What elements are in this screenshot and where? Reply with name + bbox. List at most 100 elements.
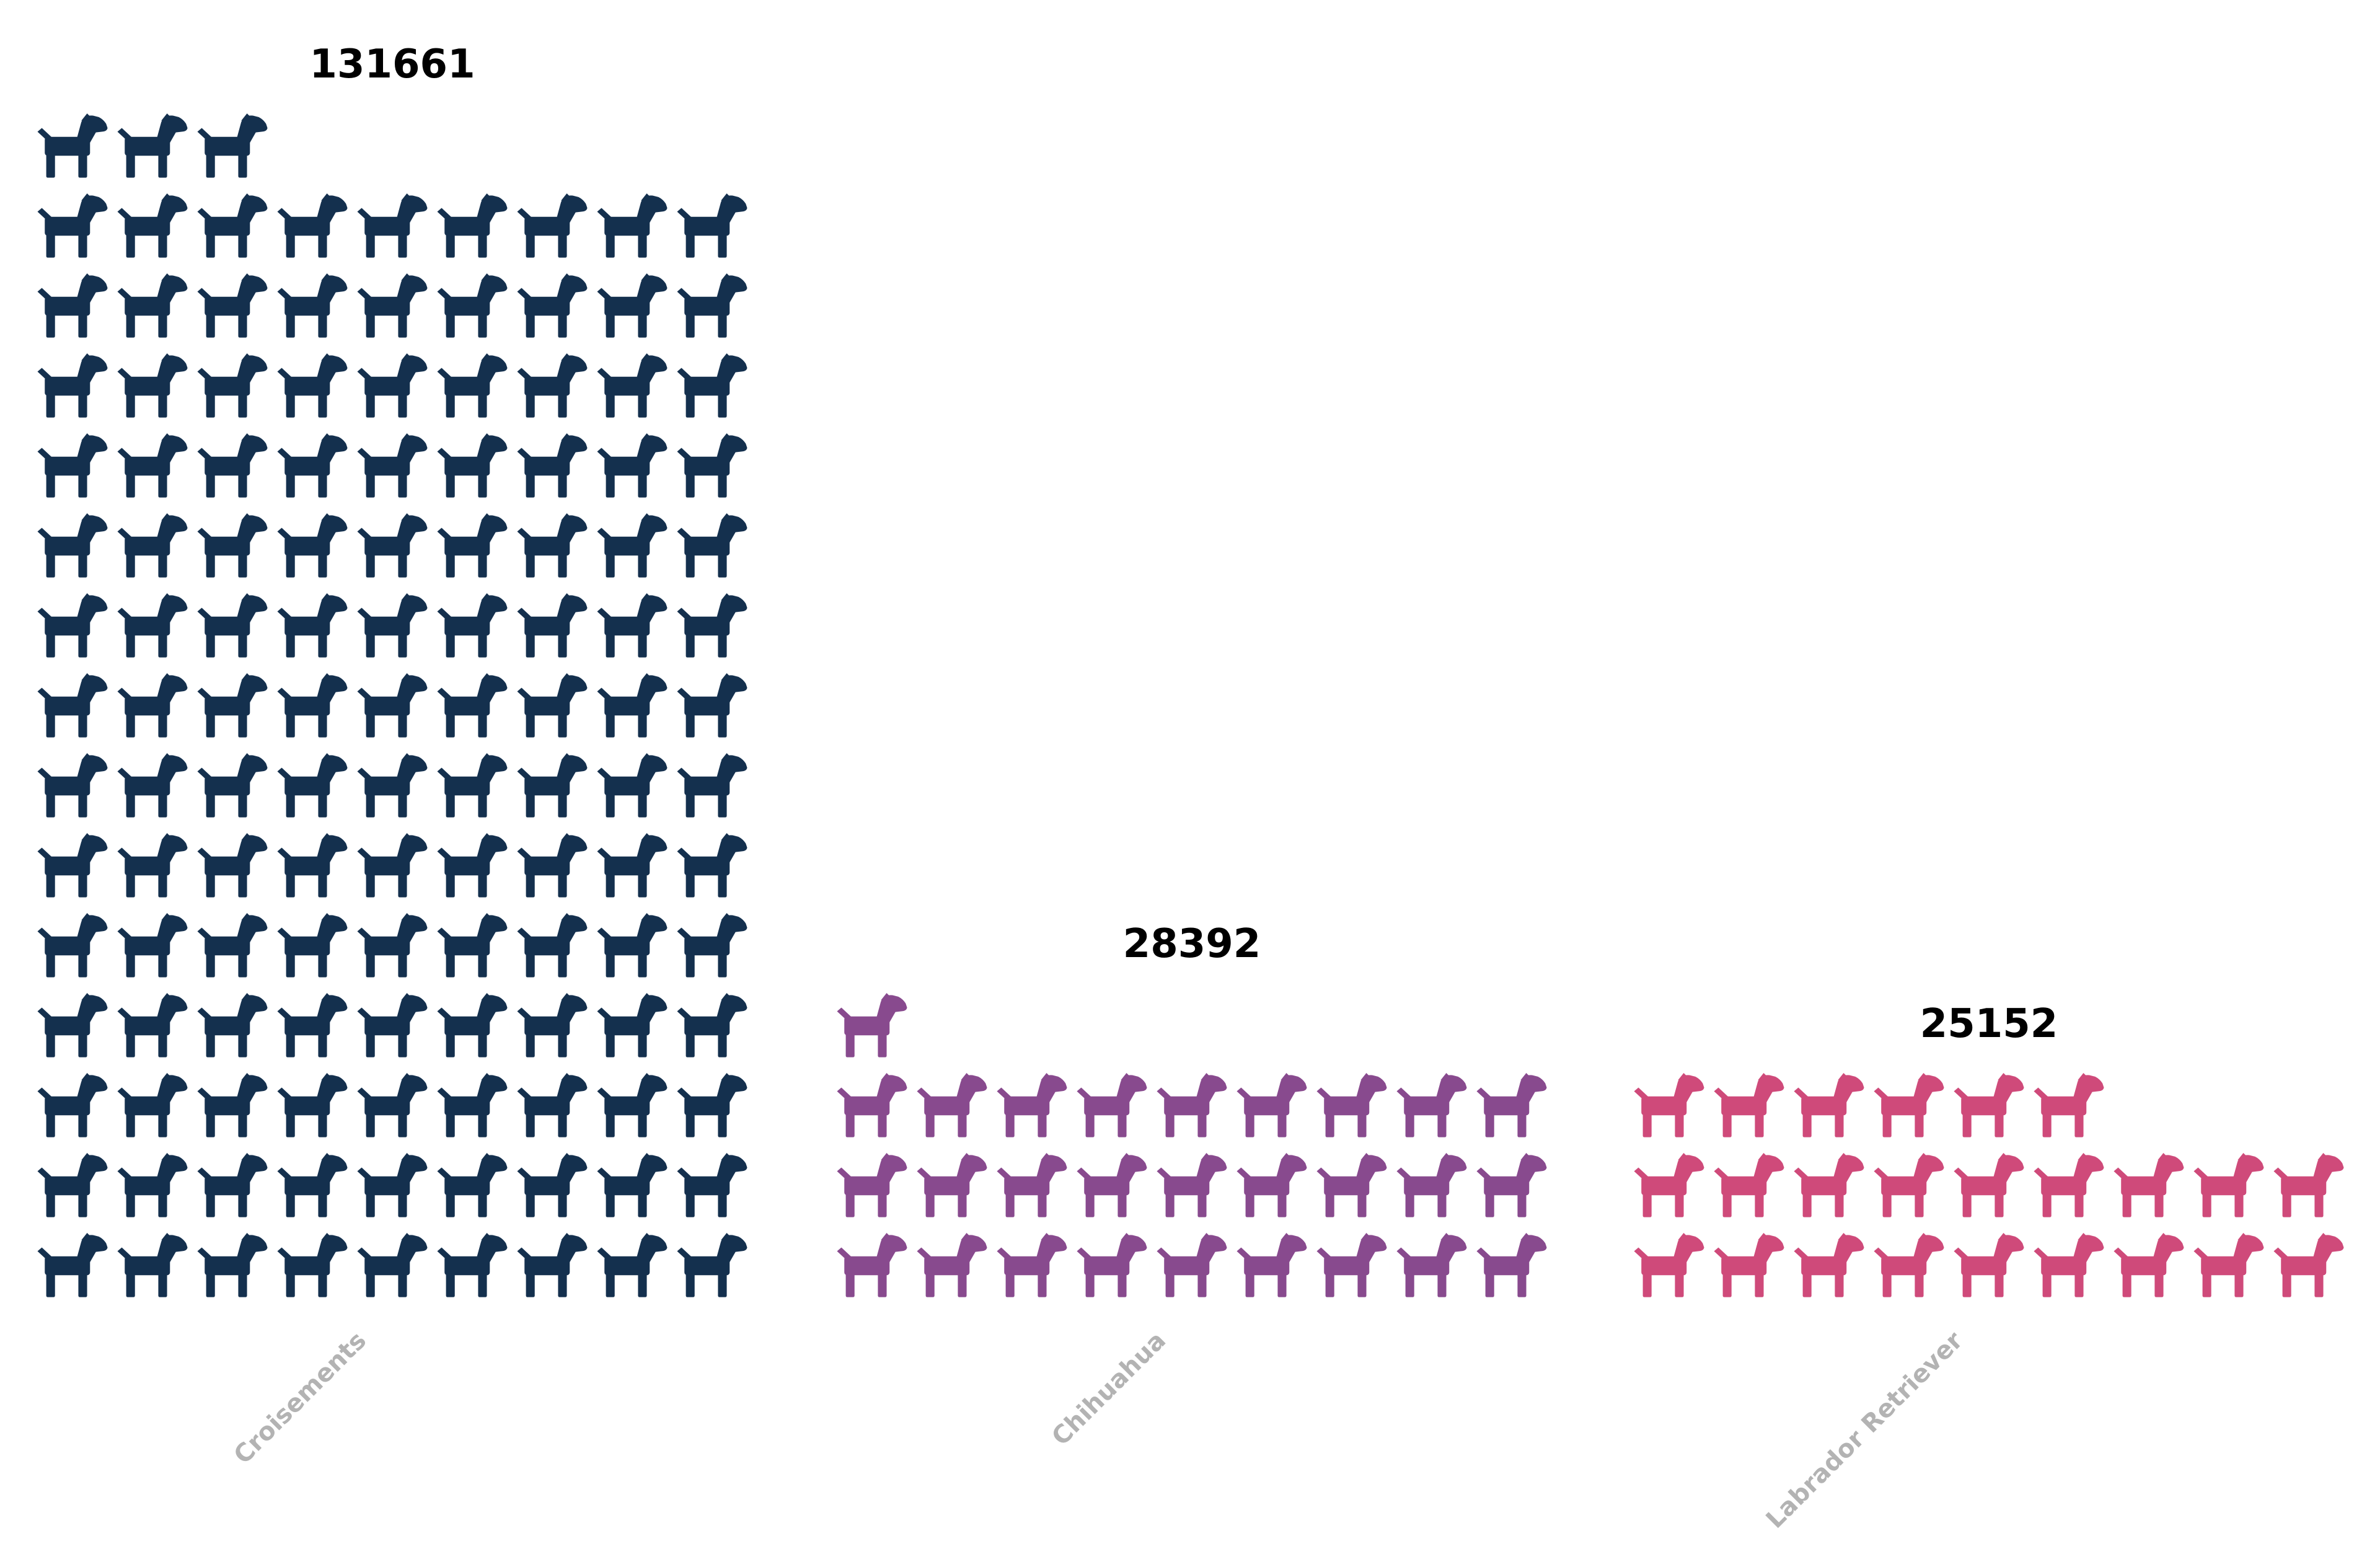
dog-icon [2193, 1153, 2264, 1217]
dog-icon [2273, 1153, 2344, 1217]
dog-icon [357, 1233, 428, 1297]
dog-icon [1874, 1153, 1944, 1217]
dog-icon [1236, 1153, 1307, 1217]
dog-icon [677, 273, 747, 338]
dog-icon [357, 433, 428, 498]
dog-icon [597, 913, 668, 978]
dog-icon [1714, 1073, 1784, 1137]
dog-icon [1476, 1153, 1547, 1217]
dog-icon [517, 193, 588, 258]
dog-icon [437, 1233, 508, 1297]
dog-icon [2193, 1233, 2264, 1297]
dog-icon [837, 1153, 907, 1217]
dog-icon [197, 353, 268, 418]
dog-icon [357, 673, 428, 738]
dog-icon [677, 673, 747, 738]
dog-icon [197, 193, 268, 258]
dog-icon [117, 1233, 188, 1297]
dog-icon [37, 193, 108, 258]
dog-icon [437, 993, 508, 1057]
dog-icon [1954, 1153, 2024, 1217]
dog-icon [437, 353, 508, 418]
dog-icon [677, 193, 747, 258]
dog-icon [597, 993, 668, 1057]
dog-icon [1634, 1153, 1704, 1217]
dog-icon [597, 673, 668, 738]
group-chihuahua [837, 993, 1547, 1297]
dog-icon [677, 1073, 747, 1137]
dog-icon [197, 1073, 268, 1137]
category-label-croisements: Croisements [229, 1327, 372, 1470]
dog-icon [277, 593, 348, 658]
dog-icon [1634, 1233, 1704, 1297]
dog-icon [597, 1233, 668, 1297]
dog-icon [997, 1073, 1067, 1137]
dog-icon [357, 913, 428, 978]
dog-icon [917, 1073, 987, 1137]
dog-icon [117, 833, 188, 898]
dog-icon [197, 593, 268, 658]
dog-icon [357, 593, 428, 658]
dog-icon [197, 513, 268, 578]
dog-icon [277, 673, 348, 738]
dog-icon [837, 1233, 907, 1297]
dog-icon [437, 1153, 508, 1217]
dog-icon [517, 833, 588, 898]
dog-icon [597, 593, 668, 658]
dog-icon [1476, 1233, 1547, 1297]
dog-icon [677, 833, 747, 898]
dog-icon [2034, 1233, 2104, 1297]
dog-icon [437, 193, 508, 258]
dog-icon [597, 353, 668, 418]
dog-icon [117, 913, 188, 978]
dog-icon [117, 993, 188, 1057]
dog-icon [37, 1073, 108, 1137]
dog-icon [1236, 1233, 1307, 1297]
dog-icon [357, 193, 428, 258]
dog-icon [117, 113, 188, 178]
dog-icon [437, 273, 508, 338]
pictogram-groups: 131661 Croisements 28392 Chihuahua 25152 Labr… [37, 42, 2344, 1534]
dog-icon [277, 753, 348, 818]
dog-icon [1316, 1233, 1387, 1297]
value-label-chihuahua: 28392 [1123, 921, 1261, 967]
dog-icon [37, 433, 108, 498]
dog-icon [277, 273, 348, 338]
dog-icon [1954, 1233, 2024, 1297]
dog-icon [517, 593, 588, 658]
dog-icon [277, 433, 348, 498]
group-croisements [37, 113, 747, 1297]
dog-icon [677, 1233, 747, 1297]
dog-icon [1077, 1153, 1147, 1217]
dog-icon [517, 1233, 588, 1297]
dog-icon [677, 353, 747, 418]
dog-icon [517, 273, 588, 338]
dog-icon [837, 993, 907, 1057]
dog-icon [37, 753, 108, 818]
dog-icon [277, 513, 348, 578]
dog-icon [597, 753, 668, 818]
dog-icon [117, 433, 188, 498]
dog-icon [197, 1153, 268, 1217]
dog-icon [277, 1153, 348, 1217]
dog-icon [117, 673, 188, 738]
dog-icon-partial [917, 993, 987, 1057]
dog-icon [597, 433, 668, 498]
dog-icon-partial [277, 113, 342, 178]
dog-icon [1157, 1073, 1227, 1137]
dog-icon [277, 913, 348, 978]
dog-icon [37, 593, 108, 658]
dog-icon [1236, 1073, 1307, 1137]
dog-icon [437, 673, 508, 738]
dog-icon [1874, 1073, 1944, 1137]
dog-icon [1396, 1153, 1467, 1217]
dog-icon [917, 1233, 987, 1297]
dog-icon [1794, 1073, 1864, 1137]
dog-icon [37, 513, 108, 578]
dog-icon [1794, 1233, 1864, 1297]
category-label-chihuahua: Chihuahua [1046, 1327, 1171, 1452]
dog-icon [517, 513, 588, 578]
dog-icon [1714, 1153, 1784, 1217]
dog-icon [277, 833, 348, 898]
dog-icon [597, 1073, 668, 1137]
